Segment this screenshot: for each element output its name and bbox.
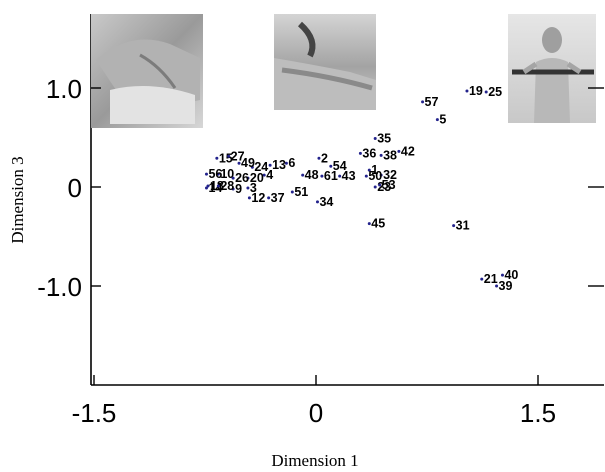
data-point-label: 51 [294,185,308,199]
data-point [215,156,219,160]
y-axis-ticks: 1.0 0 -1.0 [37,74,604,302]
data-point [358,151,362,155]
y-tick-label: -1.0 [37,272,82,302]
data-point [231,176,235,180]
data-point-label: 37 [271,191,285,205]
data-point [364,174,368,178]
data-point-label: 39 [499,279,513,293]
data-point-label: 32 [383,168,397,182]
data-point-label: 61 [324,169,338,183]
data-point [367,222,371,226]
data-point [397,149,401,153]
y-tick-label: 1.0 [46,74,82,104]
data-point [315,200,319,204]
data-point-label: 14 [208,181,222,195]
data-point [250,165,254,169]
data-point-label: 21 [484,272,498,286]
data-point [320,174,324,178]
data-point-label: 42 [401,144,415,158]
data-point [246,186,250,190]
data-point [373,185,377,189]
data-point [246,176,250,180]
data-point [495,284,499,288]
wrist-on-table-photo [274,14,376,110]
data-point [435,118,439,122]
data-point [421,100,425,104]
data-point-label: 25 [488,85,502,99]
data-point-label: 38 [383,148,397,162]
data-point-label: 50 [368,169,382,183]
data-point [268,163,272,167]
data-point-label: 23 [377,180,391,194]
data-point [216,172,220,176]
data-point-label: 3 [250,181,257,195]
person-holding-bar-photo [508,14,596,123]
data-point [267,196,271,200]
y-axis-label: Dimension 3 [8,156,27,243]
data-point-label: 49 [241,156,255,170]
x-axis-ticks: -1.5 0 1.5 [72,375,556,428]
data-point [262,173,266,177]
x-axis-label: Dimension 1 [271,451,358,470]
data-point [317,156,321,160]
data-point-label: 9 [235,182,242,196]
data-point [378,183,382,187]
x-tick-label: 1.5 [520,398,556,428]
data-point-label: 43 [342,169,356,183]
data-point [227,154,231,158]
data-point-label: 1 [371,163,378,177]
data-point-label: 40 [504,268,518,282]
data-point [237,161,241,165]
data-point-label: 4 [266,168,273,182]
data-point [465,89,469,93]
data-point-label: 15 [219,151,233,165]
hand-sorting-photo [91,14,203,128]
data-point [231,187,235,191]
data-point [373,136,377,140]
data-point-label: 5 [439,113,446,127]
data-point-label: 36 [362,146,376,160]
data-point-label: 28 [220,179,234,193]
data-point-label: 27 [231,149,245,163]
data-point [452,224,456,228]
data-point-label: 24 [254,160,268,174]
data-point [301,173,305,177]
data-point [367,168,371,172]
data-point [290,190,294,194]
data-point-label: 20 [250,171,264,185]
data-point-label: 26 [235,171,249,185]
data-point-label: 10 [220,167,234,181]
data-points: 1234569101213141518192021232425262728313… [204,84,518,293]
data-point [329,164,333,168]
data-point-label: 6 [288,156,295,170]
data-point [284,161,288,165]
data-point-label: 31 [456,219,470,233]
data-point [379,173,383,177]
data-point-label: 48 [305,168,319,182]
data-point [480,277,484,281]
data-point [216,184,220,188]
data-point [484,90,488,94]
x-tick-label: 0 [309,398,323,428]
x-tick-label: -1.5 [72,398,117,428]
data-point [247,196,251,200]
data-point [204,172,208,176]
data-point [338,174,342,178]
data-point-label: 2 [321,151,328,165]
data-point-label: 57 [425,95,439,109]
data-point-label: 34 [319,195,333,209]
data-point-label: 35 [377,131,391,145]
data-point-label: 13 [272,158,286,172]
data-point [206,184,210,188]
data-point [500,273,504,277]
data-point-label: 19 [469,84,483,98]
data-point [379,153,383,157]
y-tick-label: 0 [68,173,82,203]
data-point-label: 12 [251,191,265,205]
data-point-label: 54 [333,159,347,173]
data-point-label: 45 [371,217,385,231]
data-point-label: 56 [208,167,222,181]
data-point-label: 53 [382,178,396,192]
